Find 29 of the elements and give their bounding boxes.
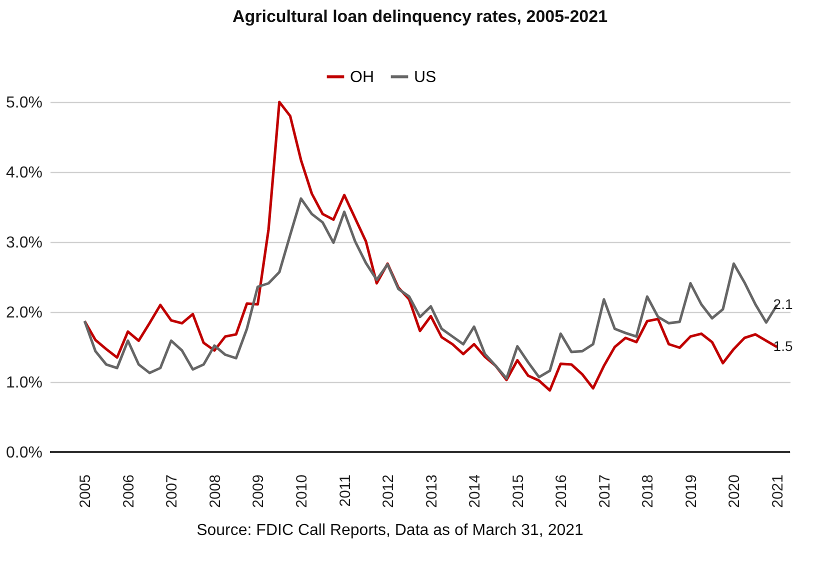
y-tick-label: 5.0% <box>6 94 42 112</box>
y-tick-label: 1.0% <box>6 374 42 392</box>
y-tick-label: 3.0% <box>6 234 42 252</box>
legend-label: US <box>414 68 436 86</box>
x-tick-label: 2007 <box>164 474 181 508</box>
x-tick-label: 2011 <box>336 474 354 507</box>
x-tick-label: 2017 <box>596 474 614 508</box>
x-tick-label: 2010 <box>293 474 310 508</box>
x-tick-label: 2009 <box>250 474 268 508</box>
y-tick-label: 0.0% <box>6 444 42 462</box>
x-tick-label: 2020 <box>726 474 744 508</box>
x-tick-label: 2015 <box>510 474 527 508</box>
x-tick-label: 2008 <box>206 474 224 508</box>
data-label: 1.5 <box>773 338 793 354</box>
x-tick-label: 2019 <box>682 474 700 508</box>
x-tick-label: 2013 <box>423 474 440 508</box>
x-tick-label: 2021 <box>770 474 787 508</box>
x-tick-label: 2018 <box>640 474 657 508</box>
x-tick-label: 2005 <box>77 474 94 508</box>
x-tick-label: 2006 <box>120 474 138 508</box>
data-label: 2.1 <box>773 296 793 312</box>
y-tick-label: 2.0% <box>6 304 42 322</box>
source-note: Source: FDIC Call Reports, Data as of March 31, 2021 <box>196 522 584 539</box>
x-tick-label: 2016 <box>553 474 570 508</box>
x-tick-label: 2012 <box>380 474 398 508</box>
y-tick-label: 4.0% <box>6 164 42 182</box>
chart-title: Agricultural loan delinquency rates, 2005-2021 <box>232 7 608 26</box>
x-tick-label: 2014 <box>466 474 484 508</box>
legend-label: OH <box>350 68 374 86</box>
